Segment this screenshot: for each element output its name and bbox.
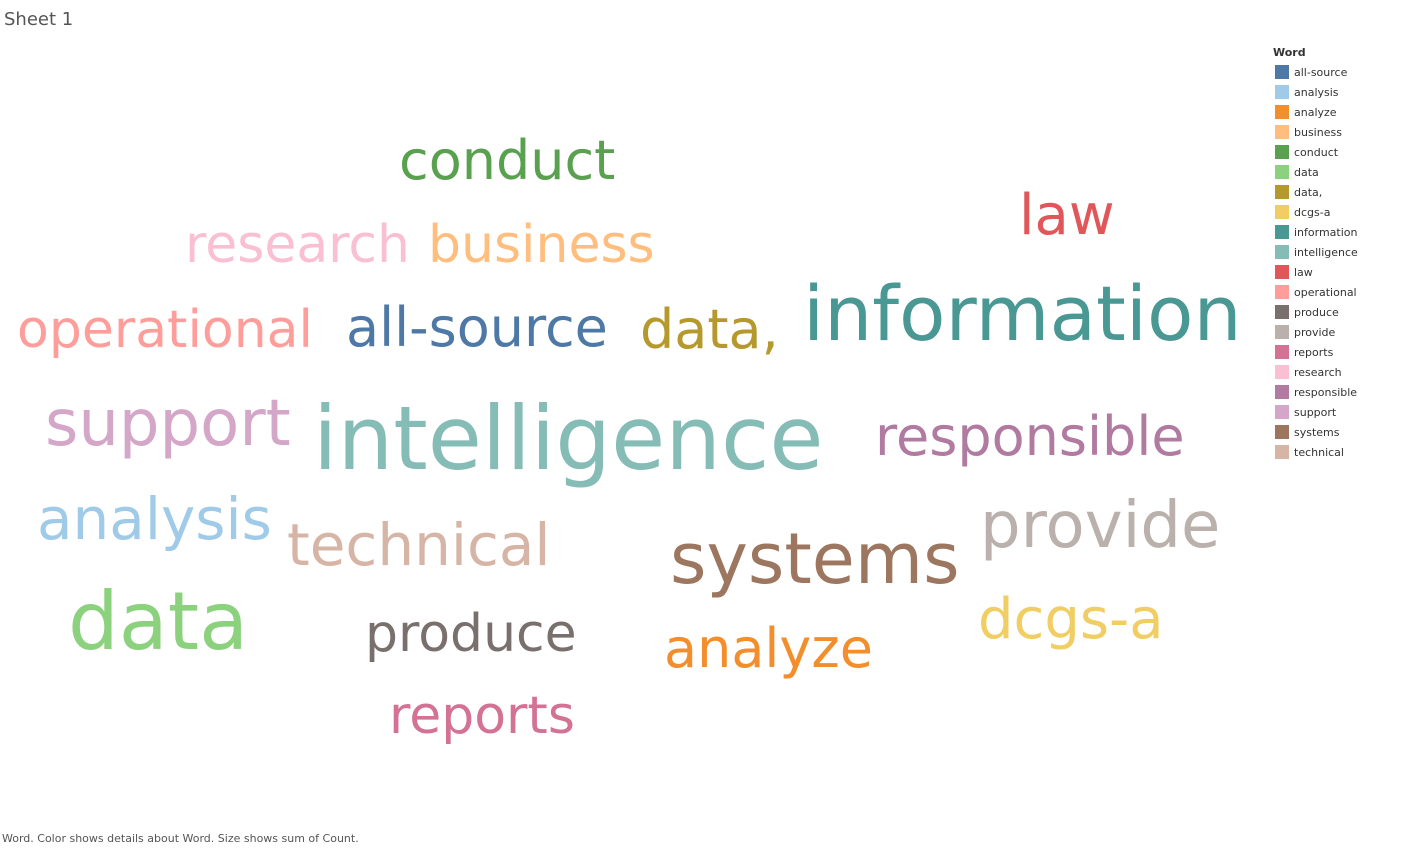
legend-label: law [1294,265,1313,279]
legend-label: data, [1294,185,1323,199]
legend-label: support [1294,405,1337,419]
legend-label: research [1294,365,1342,379]
word-analysis[interactable]: analysis [37,485,272,553]
legend-swatch [1275,65,1289,79]
word-support[interactable]: support [45,387,291,461]
legend-label: systems [1294,425,1340,439]
legend-swatch [1275,185,1289,199]
legend-item[interactable]: support [1273,402,1403,422]
sheet-title: Sheet 1 [4,9,74,30]
word-data[interactable]: data [68,575,249,668]
color-legend: Word all-source analysis analyze business co… [1273,46,1403,462]
legend-item[interactable]: conduct [1273,142,1403,162]
legend-swatch [1275,225,1289,239]
legend-swatch [1275,365,1289,379]
legend-item[interactable]: research [1273,362,1403,382]
legend-swatch [1275,405,1289,419]
word-all-source[interactable]: all-source [346,296,608,359]
legend-item[interactable]: all-source [1273,62,1403,82]
legend-item[interactable]: technical [1273,442,1403,462]
legend-swatch [1275,385,1289,399]
legend-label: business [1294,125,1342,139]
word-reports[interactable]: reports [389,686,575,746]
word-dcgs-a[interactable]: dcgs-a [978,587,1164,652]
word-information[interactable]: information [803,269,1242,358]
legend-label: all-source [1294,65,1348,79]
legend-item[interactable]: analyze [1273,102,1403,122]
word-business[interactable]: business [428,215,655,275]
legend-swatch [1275,205,1289,219]
word-data-comma[interactable]: data, [640,298,779,361]
legend-label: technical [1294,445,1344,459]
legend-item[interactable]: operational [1273,282,1403,302]
legend-item[interactable]: provide [1273,322,1403,342]
word-intelligence[interactable]: intelligence [313,387,824,490]
legend-swatch [1275,105,1289,119]
legend-item[interactable]: analysis [1273,82,1403,102]
legend-item[interactable]: data [1273,162,1403,182]
legend-swatch [1275,245,1289,259]
word-produce[interactable]: produce [365,604,577,664]
legend-item[interactable]: reports [1273,342,1403,362]
legend-label: analyze [1294,105,1337,119]
legend-swatch [1275,425,1289,439]
word-responsible[interactable]: responsible [875,405,1185,468]
legend-label: analysis [1294,85,1339,99]
legend-item[interactable]: responsible [1273,382,1403,402]
word-analyze[interactable]: analyze [664,617,873,680]
legend-label: data [1294,165,1319,179]
word-operational[interactable]: operational [17,300,313,360]
legend-item[interactable]: intelligence [1273,242,1403,262]
word-provide[interactable]: provide [980,489,1221,563]
legend-swatch [1275,145,1289,159]
legend-swatch [1275,85,1289,99]
legend-swatch [1275,345,1289,359]
legend-item[interactable]: information [1273,222,1403,242]
legend-label: conduct [1294,145,1339,159]
legend-item[interactable]: produce [1273,302,1403,322]
chart-caption: Word. Color shows details about Word. Si… [2,832,359,845]
legend-swatch [1275,125,1289,139]
legend-swatch [1275,445,1289,459]
legend-label: information [1294,225,1358,239]
legend-swatch [1275,305,1289,319]
legend-label: provide [1294,325,1336,339]
word-conduct[interactable]: conduct [399,129,616,192]
legend-item[interactable]: law [1273,262,1403,282]
legend-items: all-source analysis analyze business conduct… [1273,62,1403,462]
legend-label: operational [1294,285,1357,299]
legend-item[interactable]: systems [1273,422,1403,442]
legend-label: produce [1294,305,1339,319]
legend-label: intelligence [1294,245,1358,259]
legend-title: Word [1273,46,1306,59]
word-systems[interactable]: systems [670,518,960,600]
legend-item[interactable]: dcgs-a [1273,202,1403,222]
legend-swatch [1275,265,1289,279]
legend-item[interactable]: data, [1273,182,1403,202]
word-technical[interactable]: technical [287,511,551,579]
legend-label: reports [1294,345,1334,359]
legend-label: dcgs-a [1294,205,1331,219]
legend-swatch [1275,325,1289,339]
word-research[interactable]: research [185,215,410,275]
legend-item[interactable]: business [1273,122,1403,142]
legend-label: responsible [1294,385,1358,399]
legend-swatch [1275,165,1289,179]
legend-swatch [1275,285,1289,299]
word-law[interactable]: law [1019,183,1115,248]
